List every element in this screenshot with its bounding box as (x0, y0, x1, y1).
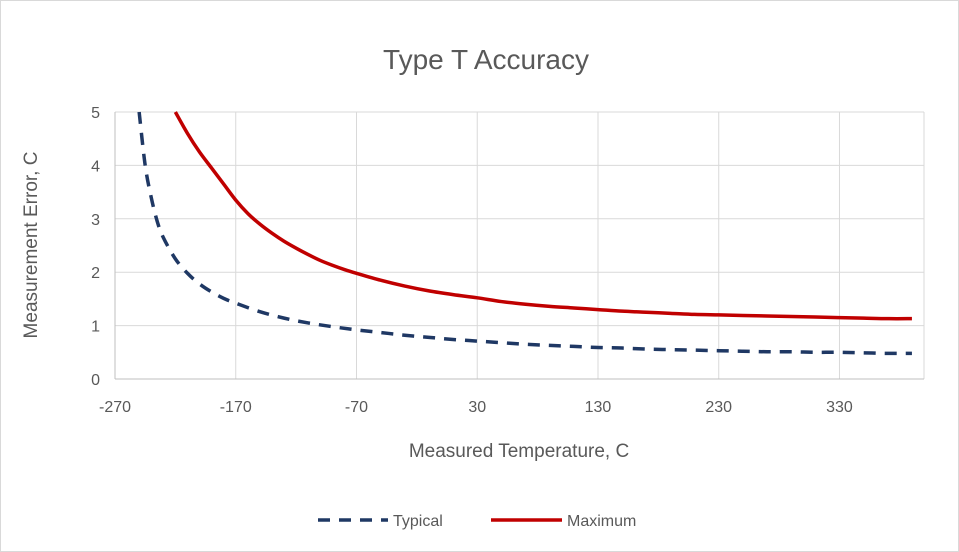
axes (114, 112, 924, 380)
x-tick-label: 130 (585, 399, 612, 416)
y-tick-label: 4 (91, 158, 100, 175)
y-tick-label: 5 (91, 105, 100, 122)
series-lines (137, 111, 912, 356)
chart-title: Type T Accuracy (383, 44, 589, 75)
x-axis-title: Measured Temperature, C (409, 441, 629, 462)
legend-label-typical: Typical (393, 513, 443, 530)
x-tick-label: 330 (826, 399, 853, 416)
x-tick-label: -270 (99, 399, 131, 416)
y-tick-label: 0 (91, 372, 100, 389)
x-tick-label: 30 (468, 399, 486, 416)
series-line-typical (137, 111, 912, 356)
x-tick-label: -170 (220, 399, 252, 416)
legend-label-maximum: Maximum (567, 513, 636, 530)
tick-labels: 0 1 2 3 4 5 -270 -170 -70 30 130 230 330 (91, 105, 853, 416)
y-tick-label: 1 (91, 319, 100, 336)
grid-lines (114, 111, 925, 379)
series-line-maximum (173, 111, 912, 321)
y-tick-label: 2 (91, 265, 100, 282)
y-axis-title: Measurement Error, C (21, 152, 42, 339)
x-tick-label: -70 (345, 399, 368, 416)
y-tick-label: 3 (91, 212, 100, 229)
x-tick-label: 230 (705, 399, 732, 416)
legend: Typical Maximum (318, 513, 636, 530)
